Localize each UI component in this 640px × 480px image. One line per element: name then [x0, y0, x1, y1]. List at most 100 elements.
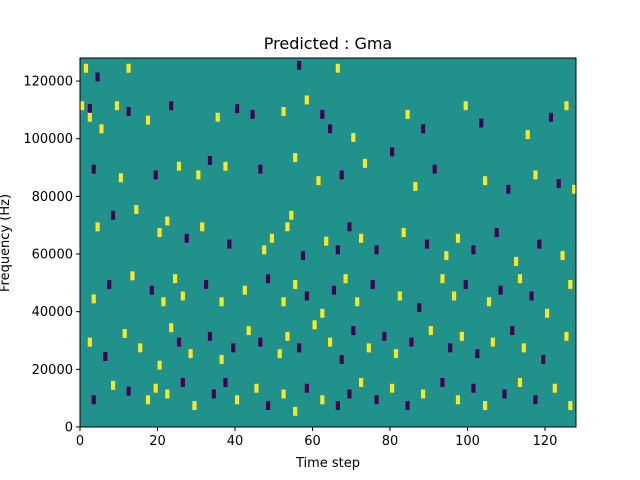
heatmap-cell	[560, 251, 565, 261]
heatmap-cell	[529, 291, 534, 301]
heatmap-cell	[103, 352, 108, 361]
heatmap-cell	[95, 222, 100, 232]
heatmap-cell	[331, 285, 337, 295]
heatmap-cell	[215, 112, 220, 122]
heatmap-cell	[153, 383, 158, 393]
y-tick-label: 0	[65, 421, 73, 436]
heatmap-cell	[285, 331, 290, 341]
heatmap-cell	[246, 326, 251, 336]
heatmap-cell	[300, 251, 306, 261]
heatmap-cell	[417, 303, 422, 312]
heatmap-cell	[328, 124, 333, 134]
heatmap-cell	[269, 233, 275, 243]
y-axis: 0 20000 40000 60000 80000 100000 120000	[23, 75, 80, 436]
heatmap-cell	[471, 245, 476, 255]
heatmap-cell	[262, 245, 267, 255]
heatmap-cell	[266, 274, 271, 284]
heatmap-cell	[192, 401, 197, 411]
heatmap-cell	[297, 60, 302, 70]
heatmap-cell	[405, 109, 410, 119]
heatmap-cell	[366, 343, 371, 353]
heatmap-cell	[428, 326, 433, 336]
heatmap-cell	[548, 112, 554, 122]
heatmap-cell	[486, 297, 492, 307]
heatmap-cell	[475, 349, 480, 359]
x-tick-label: 0	[76, 434, 84, 449]
heatmap-cell	[254, 383, 259, 393]
heatmap-cell	[463, 101, 468, 111]
heatmap-cell	[134, 205, 139, 214]
heatmap-cell	[494, 228, 499, 238]
heatmap-cell	[111, 380, 116, 390]
heatmap-cell	[87, 104, 92, 114]
heatmap-cell	[130, 271, 135, 281]
y-axis-label: Frequency (Hz)	[0, 194, 13, 292]
heatmap-cell	[421, 389, 426, 399]
x-tick-label: 20	[149, 434, 166, 449]
heatmap-cell	[126, 63, 131, 73]
heatmap-cell	[153, 170, 158, 180]
heatmap-cell	[196, 170, 201, 180]
heatmap-cell	[432, 164, 437, 174]
x-axis: 0 20 40 60 80 100 120	[76, 427, 557, 449]
heatmap-cell	[293, 406, 298, 416]
heatmap-cell	[320, 109, 325, 119]
y-tick-label: 20000	[32, 363, 73, 378]
heatmap-cell	[448, 343, 453, 353]
heatmap-cell	[173, 274, 178, 284]
y-tick-label: 40000	[32, 305, 73, 320]
heatmap-cell	[281, 389, 286, 399]
heatmap-cell	[297, 343, 302, 353]
heatmap-cell	[510, 326, 515, 336]
heatmap-cell	[324, 236, 329, 246]
heatmap-cell	[223, 377, 228, 387]
heatmap-cell	[514, 256, 519, 266]
heatmap-cell	[444, 251, 449, 261]
heatmap-cell	[285, 222, 290, 232]
heatmap-cell	[393, 349, 399, 359]
y-tick-label: 60000	[32, 248, 73, 263]
heatmap-cell	[277, 349, 282, 359]
heatmap-cell	[304, 291, 309, 301]
heatmap-cell	[339, 170, 344, 180]
x-tick-label: 60	[304, 434, 321, 449]
heatmap-cell	[169, 101, 174, 111]
heatmap-cell	[471, 383, 476, 393]
heatmap-cell	[362, 158, 368, 168]
heatmap-cell	[87, 112, 92, 122]
heatmap-cell	[405, 401, 410, 411]
heatmap-cell	[521, 343, 526, 353]
heatmap-cell	[91, 164, 96, 174]
heatmap-cell	[227, 239, 232, 249]
x-tick-label: 100	[455, 434, 480, 449]
heatmap-cell	[335, 401, 340, 411]
heatmap-cell	[343, 274, 348, 284]
heatmap-cell	[242, 285, 247, 295]
heatmap-cell	[180, 291, 185, 301]
heatmap-cell	[335, 245, 340, 255]
heatmap-cell	[235, 104, 240, 114]
heatmap-cell	[184, 233, 189, 243]
heatmap-cell	[382, 331, 387, 341]
heatmap-cell	[463, 279, 468, 289]
heatmap-cell	[517, 377, 523, 387]
heatmap-cell	[165, 216, 170, 226]
heatmap-cell	[517, 274, 523, 284]
heatmap-cell	[401, 228, 406, 238]
heatmap-cell	[424, 239, 430, 249]
heatmap-cell	[564, 331, 569, 341]
heatmap-cell	[556, 179, 561, 189]
heatmap-cell	[161, 297, 166, 307]
heatmap-cell	[83, 63, 89, 73]
heatmap-cell	[440, 274, 445, 284]
heatmap-cell	[316, 176, 321, 186]
heatmap-cell	[111, 210, 116, 220]
heatmap-cell	[572, 184, 577, 194]
heatmap-cell	[483, 176, 488, 186]
heatmap-cell	[320, 308, 325, 318]
heatmap-cell	[355, 297, 360, 307]
heatmap-cell	[533, 170, 538, 180]
x-tick-label: 40	[227, 434, 244, 449]
heatmap-cell	[455, 395, 461, 405]
heatmap-cell	[374, 395, 379, 405]
